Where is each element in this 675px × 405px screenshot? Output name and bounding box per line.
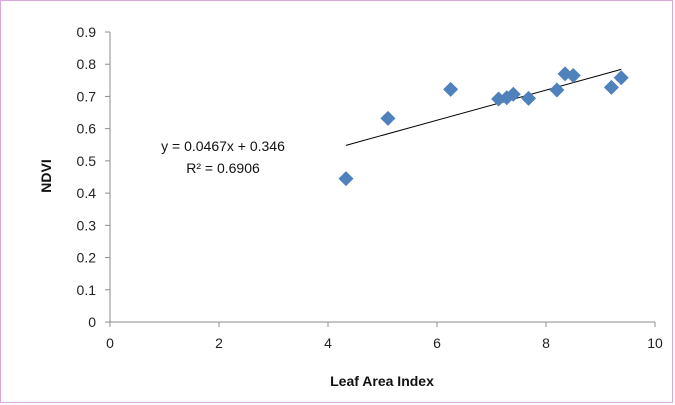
x-axis-ticks: 0 2 4 6 8 10 <box>106 322 663 351</box>
y-tick-label: 0.1 <box>77 282 97 298</box>
x-tick-label: 4 <box>324 335 332 351</box>
y-tick-label: 0 <box>88 314 96 330</box>
y-tick-label: 0.7 <box>77 88 97 104</box>
y-tick-label: 0.8 <box>77 56 97 72</box>
data-point <box>505 86 521 102</box>
x-axis-title: Leaf Area Index <box>330 373 434 389</box>
data-point <box>613 70 629 86</box>
y-tick-label: 0.3 <box>77 217 97 233</box>
y-tick-label: 0.6 <box>77 121 97 137</box>
trendline <box>345 68 622 146</box>
data-point <box>443 81 459 97</box>
data-point <box>549 82 565 98</box>
y-tick-label: 0.4 <box>77 185 97 201</box>
x-tick-label: 8 <box>542 335 550 351</box>
data-point <box>380 110 396 126</box>
x-tick-label: 2 <box>215 335 223 351</box>
y-axis-title: NDVI <box>38 159 54 192</box>
data-point <box>338 171 354 187</box>
y-axis-ticks: 0 0.1 0.2 0.3 0.4 0.5 0.6 0.7 0.8 0.9 <box>77 24 110 330</box>
data-point <box>521 90 537 106</box>
x-tick-label: 6 <box>433 335 441 351</box>
x-tick-label: 0 <box>106 335 114 351</box>
data-point <box>603 79 619 95</box>
y-tick-label: 0.2 <box>77 250 97 266</box>
trendline-equation: y = 0.0467x + 0.346 <box>161 138 285 154</box>
data-points <box>338 66 629 187</box>
x-tick-label: 10 <box>647 335 663 351</box>
data-point <box>565 68 581 83</box>
y-tick-label: 0.5 <box>77 153 97 169</box>
y-tick-label: 0.9 <box>77 24 97 40</box>
r-squared-label: R² = 0.6906 <box>186 160 260 176</box>
